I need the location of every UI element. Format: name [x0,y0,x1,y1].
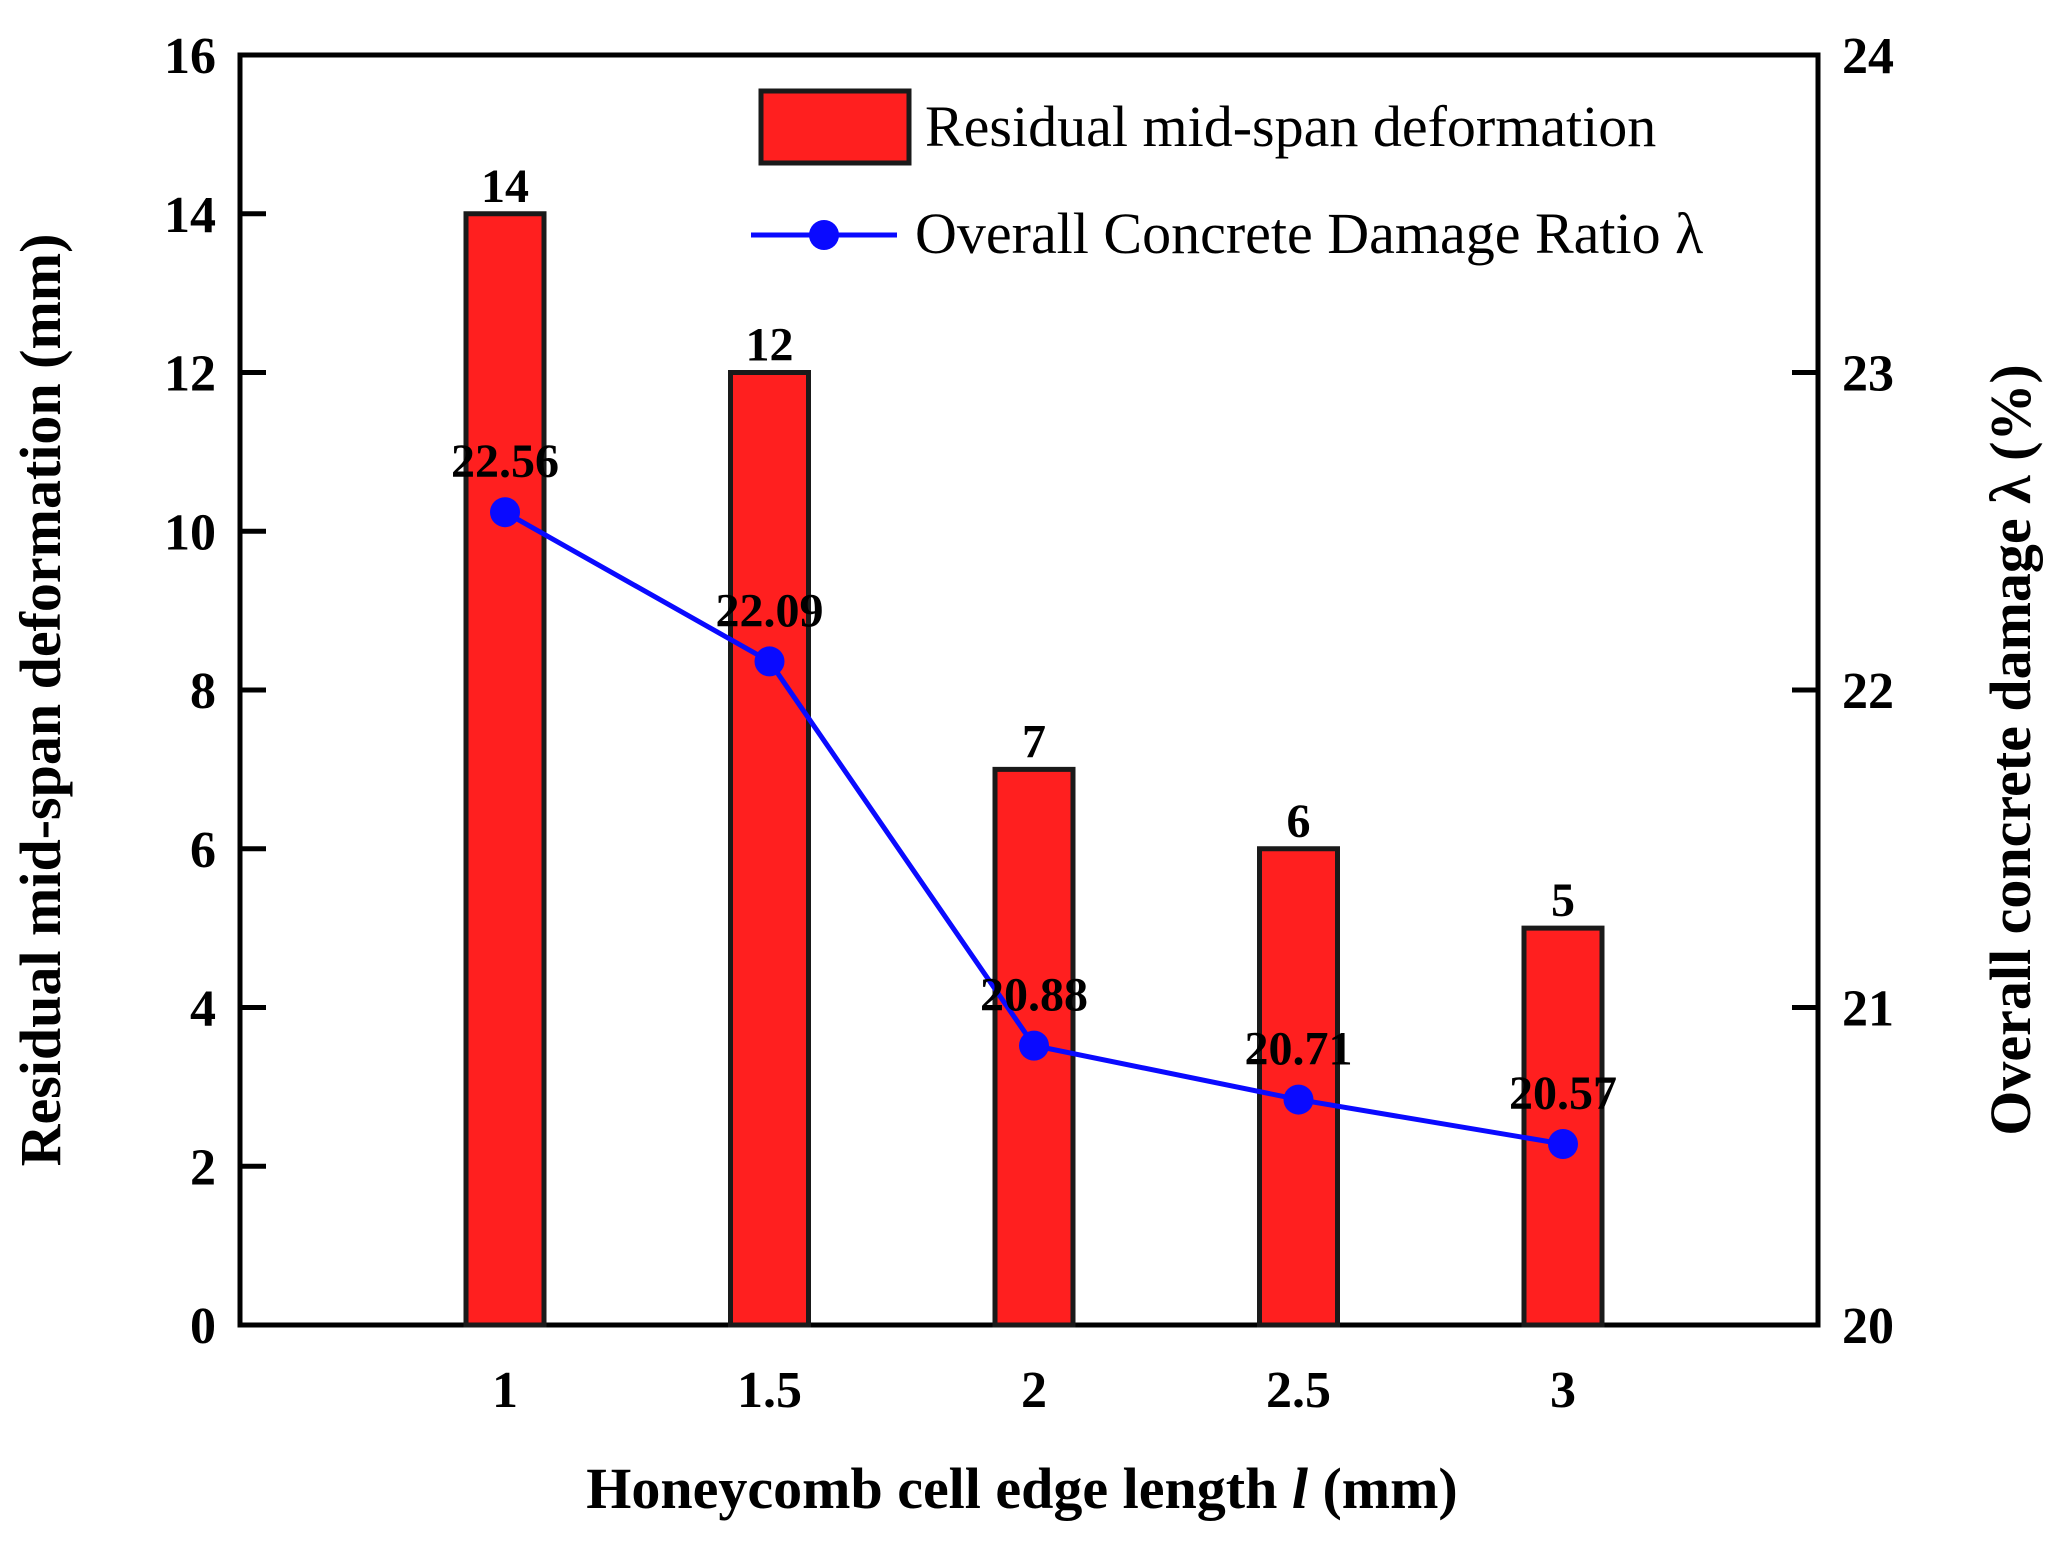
line-point [1019,1030,1049,1061]
right-y-tick-label: 23 [1842,346,1894,403]
x-axis-title: Honeycomb cell edge length l (mm) [586,1456,1457,1521]
x-tick-label: 1.5 [737,1362,802,1419]
left-y-tick-label: 6 [190,822,216,879]
bar [992,766,1076,1328]
x-tick-label: 1 [492,1362,518,1419]
bar [1521,925,1605,1328]
line-series: 22.56 22.09 20.88 20.71 20.57 [451,435,1617,1160]
line-point [490,497,520,528]
left-y-tick-label: 12 [164,346,216,403]
line-value-label: 20.71 [1245,1023,1353,1076]
legend-bar-swatch [758,88,912,166]
x-axis-title-variable: l [1292,1456,1309,1521]
left-y-tick-label: 4 [190,981,216,1038]
legend: Residual mid-span deformation Overall Co… [751,88,1703,266]
right-y-tick-label: 20 [1842,1298,1894,1355]
line-point [754,646,785,677]
x-tick-label: 3 [1550,1362,1576,1419]
legend-line-marker [809,220,839,250]
line-value-label: 20.88 [980,969,1088,1022]
legend-bar-label: Residual mid-span deformation [925,94,1656,159]
bar-value-label: 7 [1022,715,1046,768]
bar-value-label: 5 [1551,874,1575,927]
right-y-tick-label: 21 [1842,981,1894,1038]
x-tick-label: 2 [1021,1362,1047,1419]
line-point [1283,1084,1314,1115]
legend-line-label: Overall Concrete Damage Ratio λ [915,201,1703,266]
right-y-tick-label: 22 [1842,663,1894,720]
x-tick-label: 2.5 [1266,1362,1331,1419]
bar [728,370,811,1328]
left-y-tick-label: 14 [164,187,216,244]
left-y-tick-label: 0 [190,1298,216,1355]
line-value-label: 22.56 [451,435,559,488]
line-point [1548,1129,1578,1160]
line-value-label: 20.57 [1509,1067,1617,1120]
bar-series: 14 12 7 6 5 [463,160,1605,1328]
line-value-label: 22.09 [716,584,824,637]
x-axis-title-text: Honeycomb cell edge length [586,1456,1277,1521]
x-axis: 1 1.5 2 2.5 3 [492,1362,1576,1419]
x-axis-title-unit: (mm) [1322,1456,1457,1521]
bar-value-label: 12 [746,319,794,372]
bar [463,211,547,1328]
left-y-axis-title: Residual mid-span deformation (mm) [8,234,73,1167]
right-y-axis: 20 21 22 23 24 [1792,28,1894,1355]
bar-value-label: 14 [481,160,529,213]
right-y-tick-label: 24 [1842,28,1894,85]
left-y-tick-label: 8 [190,663,216,720]
left-y-tick-label: 2 [190,1139,216,1196]
right-y-axis-title: Overall concrete damage λ (%) [1978,364,2043,1136]
bar-value-label: 6 [1287,795,1311,848]
left-y-tick-label: 16 [164,28,216,85]
left-y-axis: 0 2 4 6 8 10 12 14 16 [164,28,266,1355]
left-y-tick-label: 10 [164,504,216,561]
